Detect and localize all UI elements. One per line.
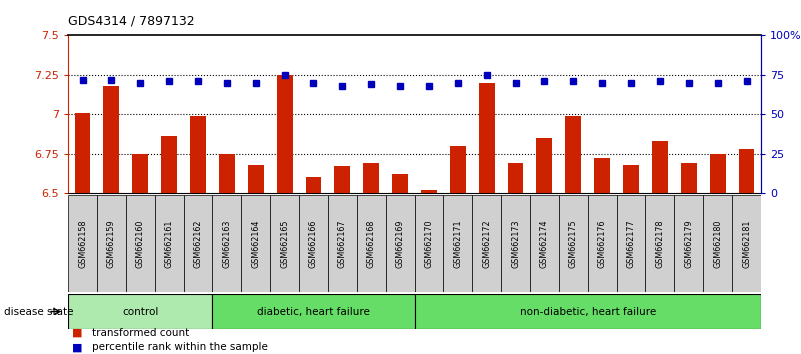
Bar — [646, 195, 674, 292]
Text: GSM662180: GSM662180 — [713, 219, 723, 268]
Bar — [415, 294, 761, 329]
Text: ■: ■ — [72, 328, 83, 338]
Bar — [219, 154, 235, 193]
Bar — [97, 195, 126, 292]
Bar — [479, 82, 495, 193]
Bar — [530, 195, 559, 292]
Bar — [501, 195, 530, 292]
Text: GSM662164: GSM662164 — [252, 219, 260, 268]
Bar — [356, 195, 385, 292]
Text: transformed count: transformed count — [92, 328, 189, 338]
Text: diabetic, heart failure: diabetic, heart failure — [257, 307, 370, 316]
Bar — [566, 116, 582, 193]
Bar — [537, 138, 553, 193]
Bar — [732, 195, 761, 292]
Bar — [248, 165, 264, 193]
Bar — [305, 177, 321, 193]
Bar — [450, 146, 465, 193]
Bar — [212, 195, 241, 292]
Text: percentile rank within the sample: percentile rank within the sample — [92, 342, 268, 352]
Bar — [421, 190, 437, 193]
Bar — [710, 154, 726, 193]
Text: GSM662160: GSM662160 — [135, 219, 145, 268]
Text: GSM662161: GSM662161 — [165, 219, 174, 268]
Bar — [299, 195, 328, 292]
Text: GSM662169: GSM662169 — [396, 219, 405, 268]
Bar — [126, 195, 155, 292]
Bar — [559, 195, 588, 292]
Bar — [161, 136, 177, 193]
Text: GSM662168: GSM662168 — [367, 219, 376, 268]
Bar — [68, 195, 97, 292]
Bar — [617, 195, 646, 292]
Text: GSM662162: GSM662162 — [194, 219, 203, 268]
Bar — [190, 116, 206, 193]
Bar — [739, 149, 755, 193]
Bar — [623, 165, 639, 193]
Text: GSM662174: GSM662174 — [540, 219, 549, 268]
Bar — [703, 195, 732, 292]
Text: GSM662171: GSM662171 — [453, 219, 462, 268]
Bar — [155, 195, 183, 292]
Text: non-diabetic, heart failure: non-diabetic, heart failure — [520, 307, 656, 316]
Bar — [270, 195, 299, 292]
Bar — [212, 294, 415, 329]
Bar — [241, 195, 270, 292]
Bar — [103, 86, 119, 193]
Text: GSM662181: GSM662181 — [742, 219, 751, 268]
Text: GSM662158: GSM662158 — [78, 219, 87, 268]
Text: GSM662165: GSM662165 — [280, 219, 289, 268]
Bar — [183, 195, 212, 292]
Text: GSM662159: GSM662159 — [107, 219, 116, 268]
Text: GSM662173: GSM662173 — [511, 219, 520, 268]
Bar — [652, 141, 668, 193]
Text: GSM662178: GSM662178 — [655, 219, 664, 268]
Bar — [364, 163, 379, 193]
Bar — [444, 195, 473, 292]
Text: GSM662179: GSM662179 — [684, 219, 694, 268]
Text: GSM662177: GSM662177 — [626, 219, 635, 268]
Text: ■: ■ — [72, 342, 83, 352]
Text: GSM662172: GSM662172 — [482, 219, 491, 268]
Bar — [473, 195, 501, 292]
Text: GSM662167: GSM662167 — [338, 219, 347, 268]
Bar — [392, 174, 408, 193]
Bar — [594, 158, 610, 193]
Text: GSM662166: GSM662166 — [309, 219, 318, 268]
Bar — [276, 75, 292, 193]
Text: control: control — [122, 307, 159, 316]
Bar — [334, 166, 350, 193]
Bar — [328, 195, 356, 292]
Bar — [74, 113, 91, 193]
Text: GSM662175: GSM662175 — [569, 219, 578, 268]
Text: GSM662170: GSM662170 — [425, 219, 433, 268]
Text: GSM662163: GSM662163 — [223, 219, 231, 268]
Bar — [681, 163, 697, 193]
Bar — [588, 195, 617, 292]
Text: GDS4314 / 7897132: GDS4314 / 7897132 — [68, 14, 195, 27]
Bar — [415, 195, 444, 292]
Bar — [132, 154, 148, 193]
Text: disease state: disease state — [4, 307, 74, 316]
Text: GSM662176: GSM662176 — [598, 219, 606, 268]
Bar — [385, 195, 415, 292]
Bar — [68, 294, 212, 329]
Bar — [508, 163, 524, 193]
Bar — [674, 195, 703, 292]
